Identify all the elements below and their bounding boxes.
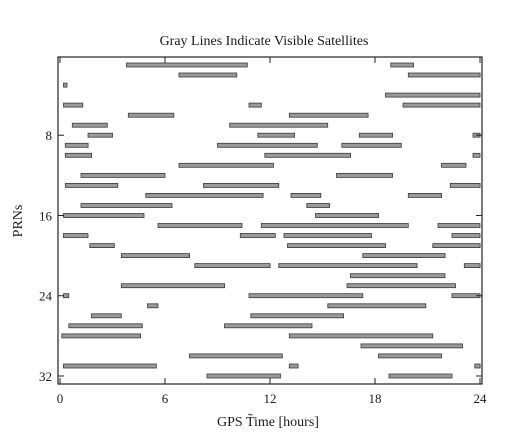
visibility-bar-prn-24-3 xyxy=(451,293,481,299)
y-tick-label-8: 8 xyxy=(46,128,53,143)
visibility-bar-prn-10-1 xyxy=(64,152,93,158)
visibility-bar-prn-16-2 xyxy=(315,213,379,218)
visibility-bar-prn-28-1 xyxy=(61,333,142,339)
visibility-bar-prn-2-1 xyxy=(178,72,238,78)
visibility-bar-prn-24-2 xyxy=(248,293,364,299)
visibility-bar-prn-7-2 xyxy=(229,122,329,128)
visibility-bar-prn-13-3 xyxy=(449,182,481,188)
visibility-bar-prn-20-1 xyxy=(120,253,191,259)
visibility-bar-prn-22-1 xyxy=(350,273,446,279)
visibility-bar-prn-23-2 xyxy=(346,283,456,289)
visibility-bar-prn-6-2 xyxy=(288,112,369,118)
visibility-bar-prn-4-1 xyxy=(385,92,481,98)
visibility-bar-prn-15-1 xyxy=(80,203,173,208)
visibility-bar-prn-1-1 xyxy=(126,62,248,68)
y-tick-label-16: 16 xyxy=(39,208,53,223)
visibility-bar-prn-27-1 xyxy=(68,323,143,329)
visibility-bar-prn-25-2 xyxy=(327,303,427,309)
visibility-bar-prn-11-1 xyxy=(178,162,274,168)
visibility-bar-prn-13-2 xyxy=(203,182,280,188)
visibility-bar-prn-25-1 xyxy=(147,303,159,309)
visibility-bar-prn-11-2 xyxy=(441,162,467,168)
visibility-bar-prn-14-3 xyxy=(407,192,442,198)
x-axis-label: GPS T̃ime [hours] xyxy=(217,413,319,430)
x-tick-label-24: 24 xyxy=(474,391,488,406)
visibility-bar-prn-1-2 xyxy=(390,62,414,68)
visibility-bar-prn-5-3 xyxy=(402,102,481,108)
x-tick-label-6: 6 xyxy=(162,391,169,406)
visibility-bar-prn-26-2 xyxy=(250,313,345,319)
visibility-bar-prn-10-3 xyxy=(472,152,481,158)
x-tick-label-18: 18 xyxy=(369,391,382,406)
visibility-bar-prn-20-2 xyxy=(362,253,446,259)
visibility-bar-prn-18-2 xyxy=(239,233,276,238)
visibility-bar-prn-2-2 xyxy=(407,72,481,78)
visibility-bar-prn-19-1 xyxy=(89,243,115,249)
visibility-bar-prn-30-1 xyxy=(189,353,283,359)
visibility-bar-prn-16-1 xyxy=(63,213,145,218)
visibility-bar-prn-12-2 xyxy=(336,172,393,178)
visibility-bar-prn-32-1 xyxy=(206,373,281,379)
visibility-bar-prn-23-1 xyxy=(120,283,226,289)
visibility-bar-prn-13-1 xyxy=(64,182,119,188)
visibility-bar-prn-12-1 xyxy=(80,172,166,178)
visibility-bar-prn-9-2 xyxy=(217,142,318,148)
visibility-bar-prn-21-3 xyxy=(463,263,481,269)
x-tick-label-0: 0 xyxy=(57,391,64,406)
visibility-bar-prn-17-1 xyxy=(157,223,243,228)
visibility-bar-prn-3-1 xyxy=(63,82,68,88)
axis-ticks: 0 6 12 18 24 8 16 24 32 xyxy=(39,57,487,406)
x-tick-label-12: 12 xyxy=(264,391,277,406)
visibility-bar-prn-9-3 xyxy=(341,142,402,148)
visibility-bar-prn-8-2 xyxy=(257,132,295,138)
visibility-bar-prn-31-2 xyxy=(288,363,299,369)
visibility-bar-prn-21-1 xyxy=(194,263,271,269)
visibility-bar-prn-29-1 xyxy=(360,343,463,349)
visibility-bar-prn-14-1 xyxy=(145,192,264,198)
visibility-bar-prn-28-2 xyxy=(288,333,434,339)
visibility-bar-prn-17-2 xyxy=(260,223,409,228)
chart-title: Gray Lines Indicate Visible Satellites xyxy=(160,34,369,49)
visibility-bar-prn-31-3 xyxy=(474,363,481,369)
visibility-bar-prn-7-1 xyxy=(71,122,108,128)
visibility-bar-prn-18-3 xyxy=(283,233,372,238)
visibility-bar-prn-8-3 xyxy=(358,132,393,138)
y-tick-label-32: 32 xyxy=(39,369,52,384)
visibility-bar-prn-5-1 xyxy=(63,102,84,108)
visibility-bar-prn-30-2 xyxy=(378,353,442,359)
visibility-bar-prn-19-2 xyxy=(287,243,386,249)
visibility-bar-prn-14-2 xyxy=(290,192,322,198)
visibility-bar-prn-26-1 xyxy=(91,313,122,319)
visibility-bar-prn-31-1 xyxy=(63,363,157,369)
visibility-bar-prn-18-4 xyxy=(451,233,481,238)
visibility-bar-prn-27-2 xyxy=(224,323,313,329)
y-axis-label: PRNs xyxy=(11,205,26,238)
visibility-bar-prn-24-1 xyxy=(63,293,70,299)
visibility-bar-prn-10-2 xyxy=(264,152,351,158)
visibility-bar-prn-17-3 xyxy=(437,223,481,228)
visibility-bar-prn-15-2 xyxy=(306,203,330,208)
visibility-bars xyxy=(61,62,481,379)
y-tick-label-24: 24 xyxy=(39,289,53,304)
visibility-bar-prn-8-1 xyxy=(87,132,113,138)
visibility-bar-prn-32-2 xyxy=(388,373,453,379)
visibility-bar-prn-9-1 xyxy=(64,142,89,148)
visibility-bar-prn-18-1 xyxy=(63,233,89,238)
visibility-bar-prn-19-3 xyxy=(432,243,481,249)
visibility-bar-prn-21-2 xyxy=(278,263,418,269)
visibility-bar-prn-6-1 xyxy=(127,112,175,118)
visibility-bar-prn-5-2 xyxy=(248,102,262,108)
